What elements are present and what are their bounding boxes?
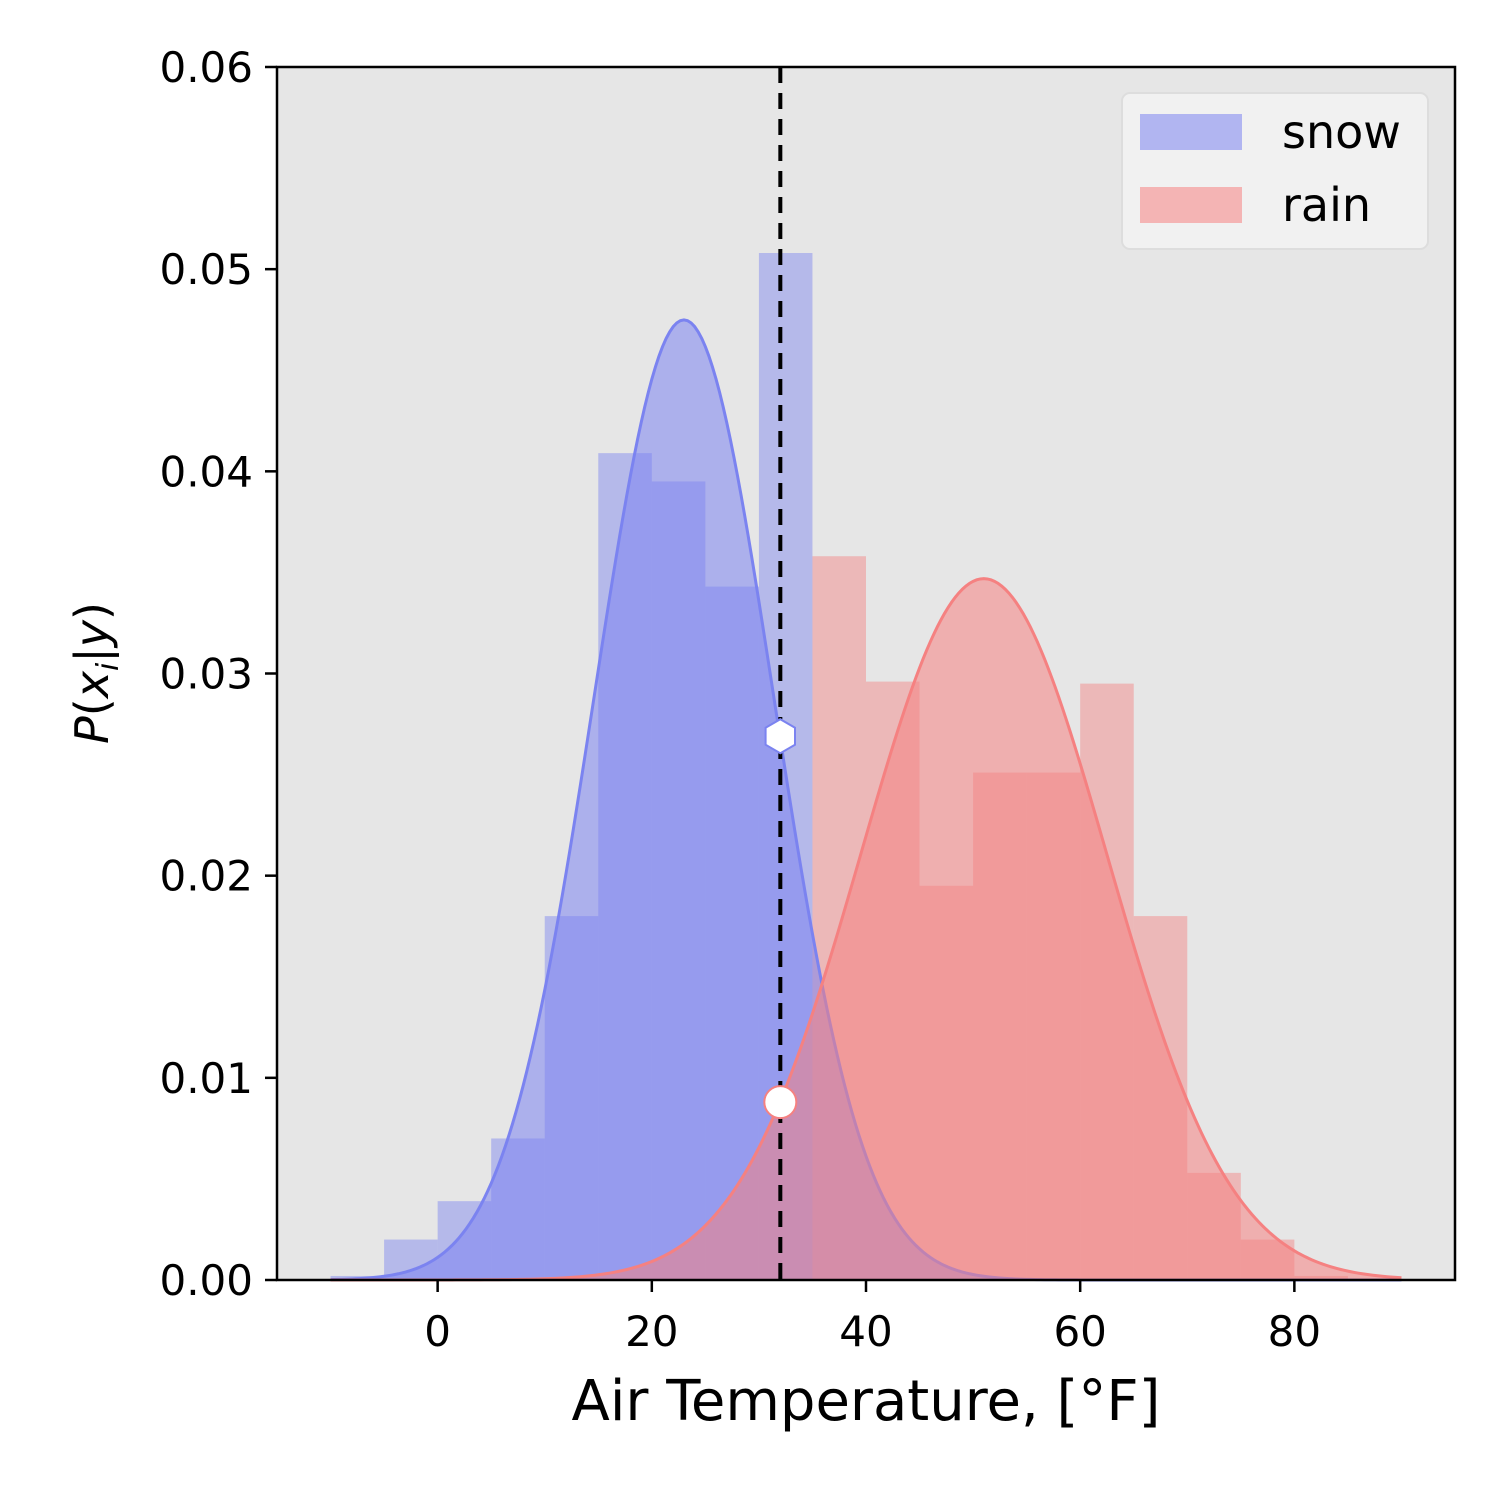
y-tick-label: 0.03	[159, 650, 253, 699]
marker-rain	[763, 1085, 798, 1120]
x-axis-ticks: 0 20 40 60 80	[424, 1280, 1321, 1356]
x-axis-label: Air Temperature, [°F]	[572, 1369, 1161, 1434]
y-tick-label: 0.00	[159, 1256, 253, 1305]
marker-layer	[763, 718, 798, 1120]
legend-swatch-rain	[1140, 187, 1242, 223]
legend-label-rain: rain	[1282, 178, 1371, 232]
x-tick-label: 0	[424, 1307, 451, 1356]
x-tick-label: 80	[1268, 1307, 1321, 1356]
y-tick-label: 0.04	[159, 447, 253, 496]
y-tick-label: 0.06	[159, 43, 253, 92]
legend: snow rain	[1121, 92, 1429, 250]
y-tick-label: 0.05	[159, 245, 253, 294]
x-tick-label: 20	[625, 1307, 678, 1356]
x-tick-label: 60	[1053, 1307, 1106, 1356]
y-tick-label: 0.01	[159, 1054, 253, 1103]
legend-label-snow: snow	[1282, 105, 1401, 159]
legend-swatch-snow	[1140, 114, 1242, 150]
x-tick-label: 40	[839, 1307, 892, 1356]
density-area-rain	[330, 578, 1402, 1280]
y-axis-label: P(xi|y)	[65, 602, 126, 744]
y-axis-ticks: 0.00 0.01 0.02 0.03 0.04 0.05 0.06	[159, 43, 277, 1305]
y-tick-label: 0.02	[159, 852, 253, 901]
density-area-snow	[330, 319, 1402, 1281]
marker-snow	[764, 718, 796, 755]
